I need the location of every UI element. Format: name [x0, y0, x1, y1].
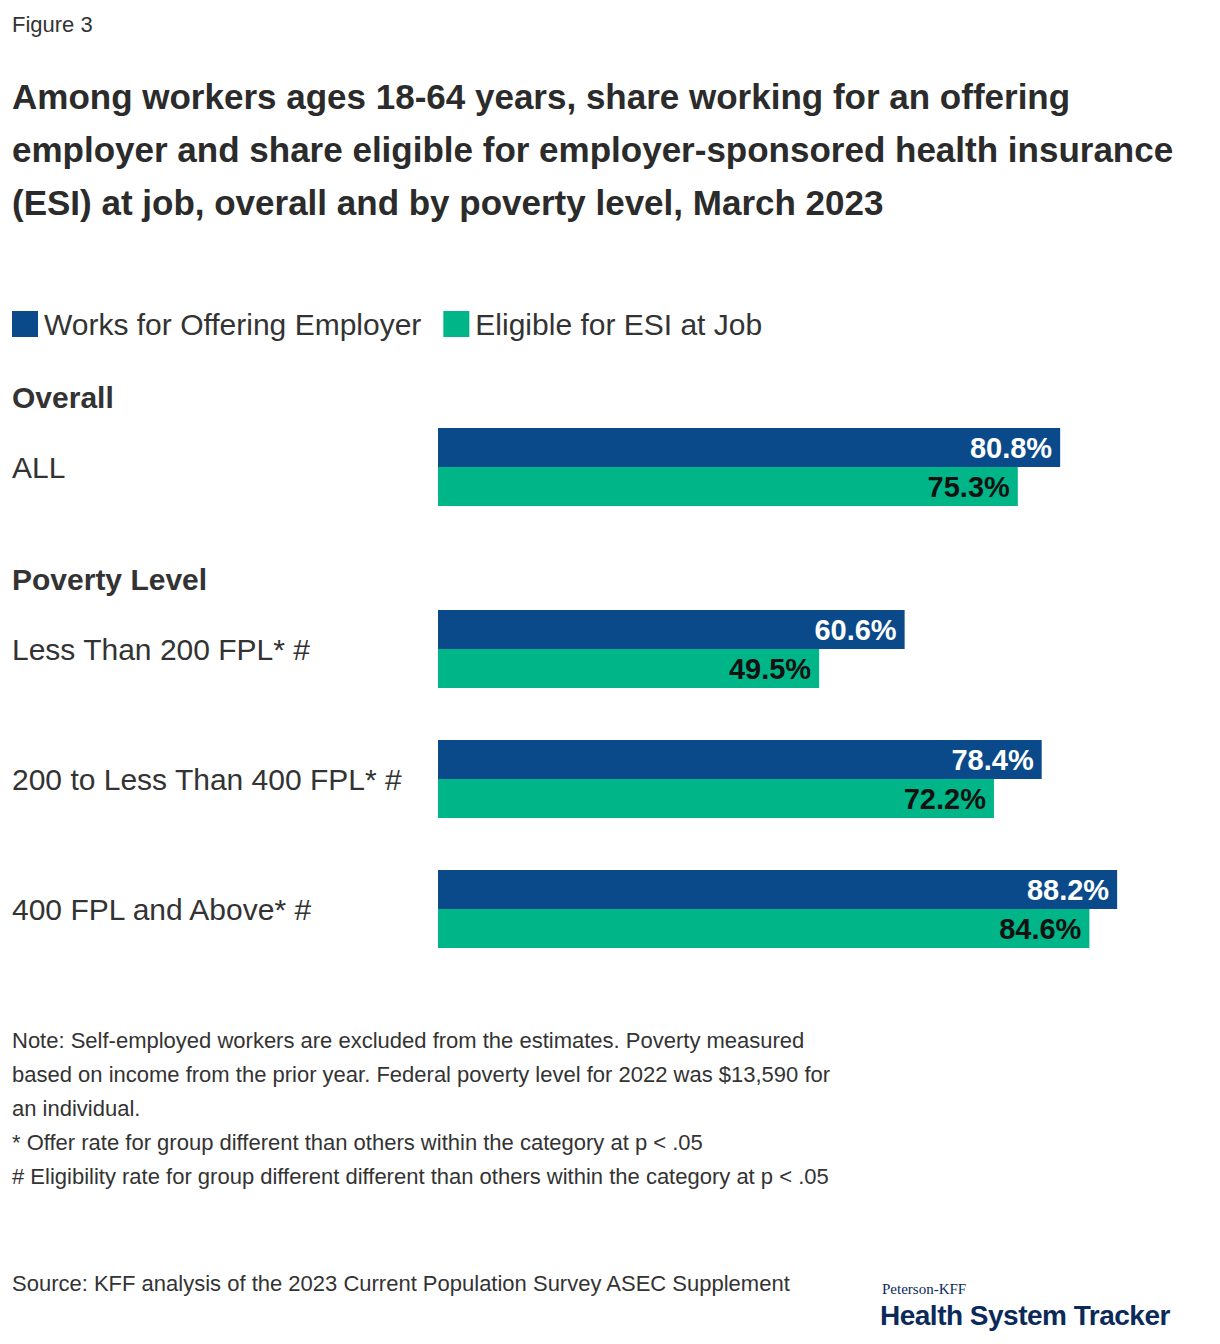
category-label: 400 FPL and Above* #: [12, 893, 311, 926]
bar: [438, 649, 819, 688]
note: * Offer rate for group different than ot…: [12, 1126, 842, 1160]
title: Among workers ages 18-64 years, share wo…: [12, 70, 1202, 229]
legend-entry: Eligible for ESI at Job: [475, 308, 762, 341]
legend-swatch: [12, 311, 38, 337]
data-label: 84.6%: [999, 913, 1081, 945]
data-label: 88.2%: [1027, 874, 1109, 906]
source: Source: KFF analysis of the 2023 Current…: [12, 1267, 802, 1301]
bar: [438, 909, 1089, 948]
data-label: 75.3%: [928, 471, 1010, 503]
bar: [438, 610, 905, 649]
group-header: Poverty Level: [12, 563, 207, 596]
notes: Note: Self-employed workers are excluded…: [12, 1024, 842, 1194]
credit-small: Peterson-KFF: [882, 1281, 966, 1298]
note: Note: Self-employed workers are excluded…: [12, 1024, 842, 1126]
bar: [438, 740, 1042, 779]
data-label: 60.6%: [814, 614, 896, 646]
labels: Overall ALL 80.8% 75.3% Poverty Level Less Th…: [12, 381, 1109, 945]
bar: [438, 428, 1060, 467]
category-label: 200 to Less Than 400 FPL* #: [12, 763, 402, 796]
bars: [438, 428, 1117, 948]
category-label: Less Than 200 FPL* #: [12, 633, 310, 666]
legend-entry: Works for Offering Employer: [44, 308, 421, 341]
data-label: 72.2%: [904, 783, 986, 815]
data-label: 49.5%: [729, 653, 811, 685]
credit-brand: Health System Tracker: [880, 1300, 1170, 1332]
chart: Works for Offering Employer Eligible for …: [0, 0, 1220, 1000]
bar: [438, 870, 1117, 909]
group-header: Overall: [12, 381, 114, 414]
bar: [438, 779, 994, 818]
data-label: 78.4%: [951, 744, 1033, 776]
bar: [438, 467, 1018, 506]
note: # Eligibility rate for group different d…: [12, 1160, 842, 1194]
category-label: ALL: [12, 451, 65, 484]
figure-label: Figure 3: [12, 12, 93, 38]
legend-swatch: [443, 311, 469, 337]
data-label: 80.8%: [970, 432, 1052, 464]
